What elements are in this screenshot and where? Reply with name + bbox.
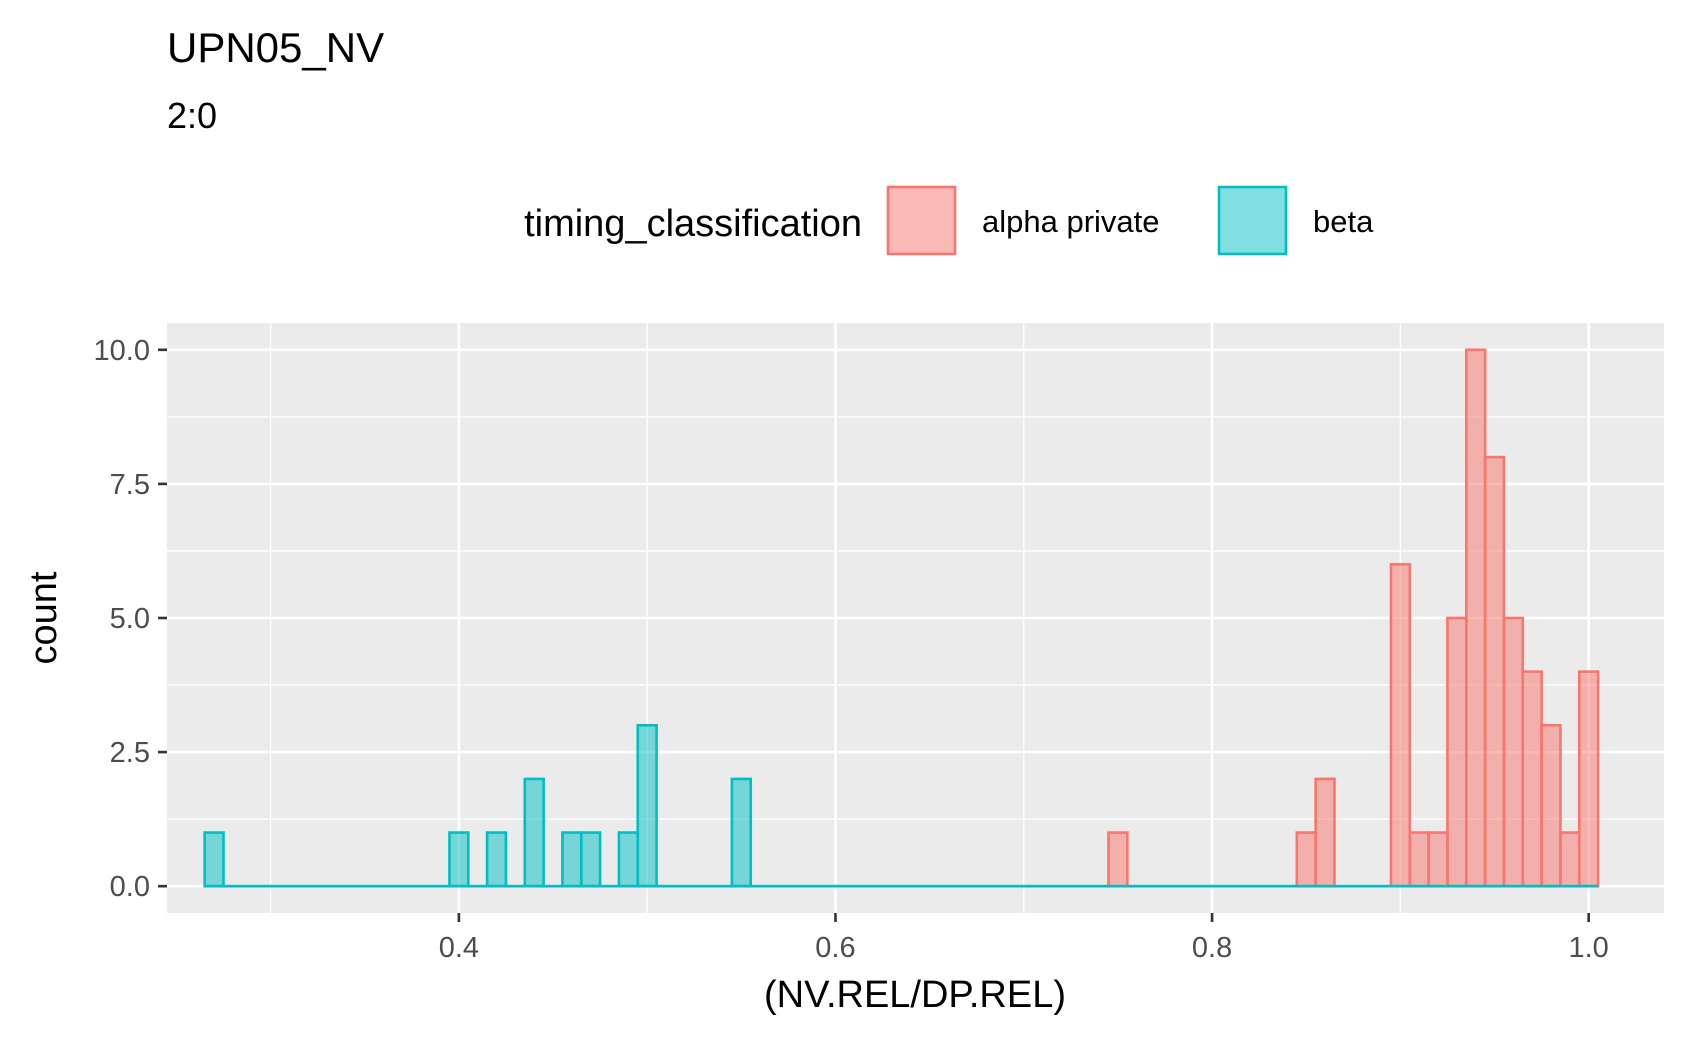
chart-subtitle: 2:0 [167, 95, 217, 136]
x-axis-title: (NV.REL/DP.REL) [764, 974, 1066, 1016]
bar-alpha-private [1389, 563, 1412, 888]
bar-alpha-private [1540, 723, 1562, 888]
y-axis-title: count [23, 571, 65, 664]
x-tick-label: 0.8 [1192, 932, 1232, 964]
bar-alpha-private [1295, 831, 1317, 888]
x-tick-label: 0.4 [439, 932, 479, 964]
series-alpha-private [1107, 348, 1600, 888]
legend-label-beta: beta [1313, 204, 1374, 239]
bar-beta [561, 831, 583, 888]
y-tick-label: 2.5 [110, 737, 150, 769]
legend-key-alpha-private [886, 185, 957, 256]
y-tick-label: 10.0 [94, 335, 150, 367]
y-axis: 0.0 2.5 5.0 7.5 10.0 [94, 335, 167, 903]
bar-alpha-private [1521, 670, 1543, 888]
y-tick-label: 5.0 [110, 603, 150, 635]
bar-alpha-private [1559, 831, 1581, 888]
bar-alpha-private [1408, 831, 1430, 888]
bar-beta [203, 831, 225, 888]
x-tick-label: 0.6 [815, 932, 855, 964]
bar-beta [579, 831, 602, 888]
x-tick-label: 1.0 [1569, 932, 1609, 964]
bar-alpha-private [1446, 616, 1468, 888]
bar-beta [485, 831, 508, 888]
bar-alpha-private [1464, 348, 1487, 888]
bar-alpha-private [1107, 831, 1129, 888]
x-axis: 0.4 0.6 0.8 1.0 [439, 913, 1609, 964]
bar-alpha-private [1502, 616, 1525, 888]
bar-beta [636, 723, 658, 888]
bar-beta [448, 831, 470, 888]
chart-title: UPN05_NV [167, 24, 384, 71]
y-tick-label: 7.5 [110, 469, 150, 501]
legend: timing_classification alpha private beta [524, 185, 1374, 256]
legend-label-alpha-private: alpha private [982, 204, 1160, 239]
bar-beta [617, 831, 640, 888]
y-tick-label: 0.0 [110, 871, 150, 903]
legend-key-beta [1217, 185, 1288, 256]
bar-beta [523, 777, 545, 888]
bar-beta [730, 777, 753, 888]
bar-alpha-private [1427, 831, 1449, 888]
major-gridlines [167, 323, 1664, 913]
legend-title: timing_classification [524, 203, 862, 245]
bar-alpha-private [1483, 455, 1506, 888]
bar-alpha-private [1577, 670, 1600, 888]
bar-alpha-private [1314, 777, 1336, 888]
